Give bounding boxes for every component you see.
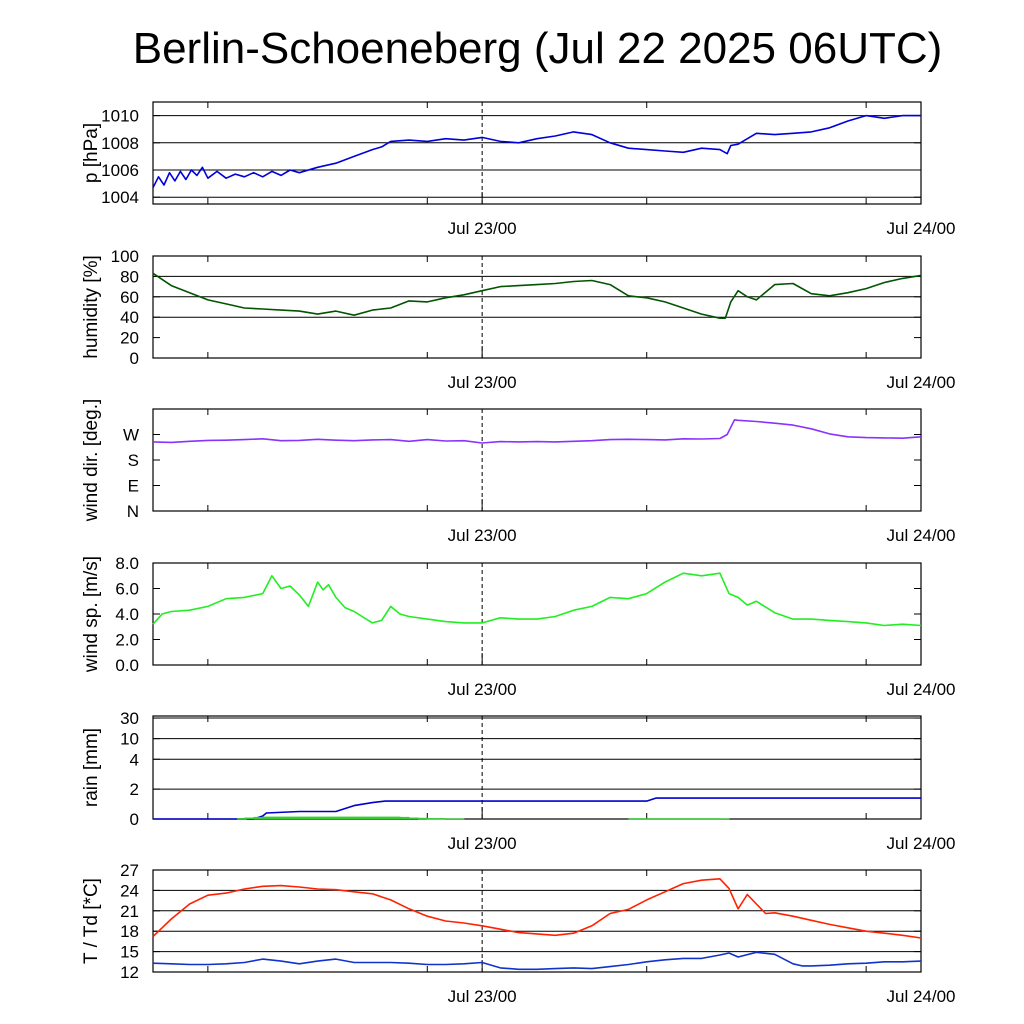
rain-bar <box>683 818 693 820</box>
rain-bar <box>237 818 247 820</box>
y-tick-label: 2.0 <box>115 631 139 650</box>
rain-bar <box>701 818 712 820</box>
y-tick-label: W <box>123 426 139 445</box>
rain-bar <box>674 818 684 820</box>
x-tick-label: Jul 24/00 <box>887 680 956 699</box>
rain-bar <box>281 816 291 819</box>
rain-bar <box>299 816 309 819</box>
y-tick-label: 2 <box>130 780 139 799</box>
y-tick-label: 60 <box>120 288 139 307</box>
rain-bar <box>445 818 456 820</box>
rain-bar <box>655 818 666 820</box>
rain-bar <box>271 816 282 819</box>
plot-frame <box>152 255 922 359</box>
y-tick-label: 1006 <box>101 161 139 180</box>
y-axis-label: p [hPa] <box>81 123 102 183</box>
y-tick-label: N <box>127 502 139 521</box>
rain-bar <box>326 816 337 819</box>
series-line-dew <box>152 951 922 971</box>
series-line-rain_cum <box>153 797 921 820</box>
x-tick-label: Jul 24/00 <box>887 987 956 1006</box>
rain-bar <box>390 816 401 819</box>
y-tick-label: E <box>128 477 139 496</box>
rain-bar <box>418 817 428 820</box>
rain-bar <box>381 816 392 819</box>
y-tick-label: 24 <box>120 881 139 900</box>
y-tick-label: 15 <box>120 943 139 962</box>
series-line-temp <box>152 877 922 939</box>
rain-bar <box>262 816 273 819</box>
rain-bar <box>363 816 373 819</box>
plot-frame <box>152 715 922 820</box>
y-tick-label: 12 <box>120 963 139 982</box>
rain-bar <box>719 818 730 820</box>
y-axis-label: rain [mm] <box>81 728 102 807</box>
y-tick-label: 27 <box>120 861 139 880</box>
rain-bar <box>628 818 639 820</box>
y-tick-label: 80 <box>120 267 139 286</box>
y-tick-label: 1008 <box>101 134 139 153</box>
rain-bar <box>692 818 703 820</box>
x-tick-label: Jul 23/00 <box>448 373 517 392</box>
y-tick-label: S <box>128 451 139 470</box>
rain-bar <box>436 818 447 820</box>
plot-frame <box>152 562 922 666</box>
rain-bar <box>290 816 300 819</box>
y-tick-label: 40 <box>120 308 139 327</box>
plot-frame <box>152 101 922 205</box>
x-tick-label: Jul 23/00 <box>448 834 517 853</box>
chart-title: Berlin-Schoeneberg (Jul 22 2025 06UTC) <box>132 24 943 73</box>
rain-bar <box>710 818 721 820</box>
y-tick-label: 21 <box>120 902 139 921</box>
y-tick-label: 100 <box>111 247 139 266</box>
y-tick-label: 8.0 <box>115 554 139 573</box>
y-tick-label: 30 <box>120 709 139 728</box>
rain-bar <box>253 816 264 819</box>
rain-bar <box>646 818 657 820</box>
y-axis-label: humidity [%] <box>81 255 102 358</box>
series-line-pressure <box>152 114 921 189</box>
x-tick-label: Jul 24/00 <box>887 834 956 853</box>
plot-frame <box>152 408 922 512</box>
y-tick-label: 6.0 <box>115 580 139 599</box>
rain-bar <box>372 816 383 819</box>
rain-bar <box>399 816 410 819</box>
y-axis-label: T / Td [*C] <box>81 878 102 964</box>
rain-bar <box>427 818 437 820</box>
rain-bar <box>317 816 328 819</box>
x-tick-label: Jul 23/00 <box>448 680 517 699</box>
rain-bar <box>335 816 346 819</box>
x-tick-label: Jul 24/00 <box>887 526 956 545</box>
y-tick-label: 18 <box>120 922 139 941</box>
rain-bar <box>637 818 648 820</box>
y-tick-label: 10 <box>120 730 139 749</box>
y-tick-label: 1004 <box>101 188 139 207</box>
y-tick-label: 0.0 <box>115 656 139 675</box>
rain-bar <box>345 816 355 819</box>
rain-bar <box>409 817 419 820</box>
y-tick-label: 20 <box>120 329 139 348</box>
rain-bar <box>354 816 364 819</box>
y-axis-label: wind dir. [deg.] <box>81 399 102 523</box>
y-tick-label: 0 <box>130 349 139 368</box>
x-tick-label: Jul 24/00 <box>887 373 956 392</box>
series-line-wind_dir <box>152 418 922 444</box>
rain-bar <box>454 818 465 820</box>
y-axis-label: wind sp. [m/s] <box>81 556 102 673</box>
series-line-wind_sp <box>152 572 922 627</box>
plot-frame <box>152 869 922 973</box>
rain-bar <box>308 816 319 819</box>
rain-bar <box>665 818 675 820</box>
y-tick-label: 4.0 <box>115 605 139 624</box>
y-tick-label: 4 <box>130 750 139 769</box>
x-tick-label: Jul 24/00 <box>887 219 956 238</box>
x-tick-label: Jul 23/00 <box>448 219 517 238</box>
y-tick-label: 1010 <box>101 107 139 126</box>
rain-bar <box>244 817 255 820</box>
series-line-humidity <box>152 272 922 320</box>
x-tick-label: Jul 23/00 <box>448 987 517 1006</box>
x-tick-label: Jul 23/00 <box>448 526 517 545</box>
y-tick-label: 0 <box>130 810 139 829</box>
